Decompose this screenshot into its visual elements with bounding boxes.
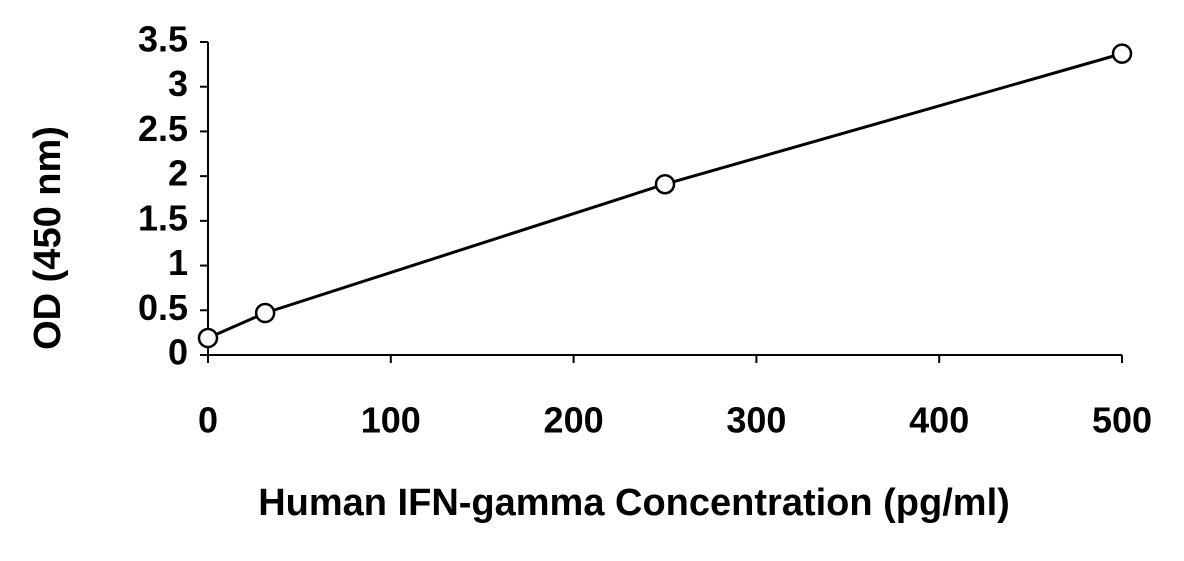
y-tick-label: 3.5 [138,19,188,60]
y-tick-label: 2.5 [138,108,188,149]
x-tick-label: 300 [726,400,786,441]
y-tick-label: 1.5 [138,197,188,238]
y-tick-label: 2 [168,153,188,194]
data-point [654,173,676,195]
x-axis-title: Human IFN-gamma Concentration (pg/ml) [258,482,1010,524]
x-tick-label: 500 [1092,400,1152,441]
fit-line [207,52,1123,340]
data-point [1111,43,1133,64]
y-tick-label: 0.5 [138,287,188,328]
y-tick-label: 0 [168,332,188,373]
y-axis-title: OD (450 nm) [27,126,69,350]
x-tick-label: 200 [544,400,604,441]
y-tick-label: 3 [168,63,188,104]
x-tick-label: 400 [909,400,969,441]
data-point [254,302,276,324]
data-point [197,327,219,349]
x-tick-label: 0 [198,400,218,441]
y-tick-label: 1 [168,242,188,283]
x-tick-label: 100 [361,400,421,441]
